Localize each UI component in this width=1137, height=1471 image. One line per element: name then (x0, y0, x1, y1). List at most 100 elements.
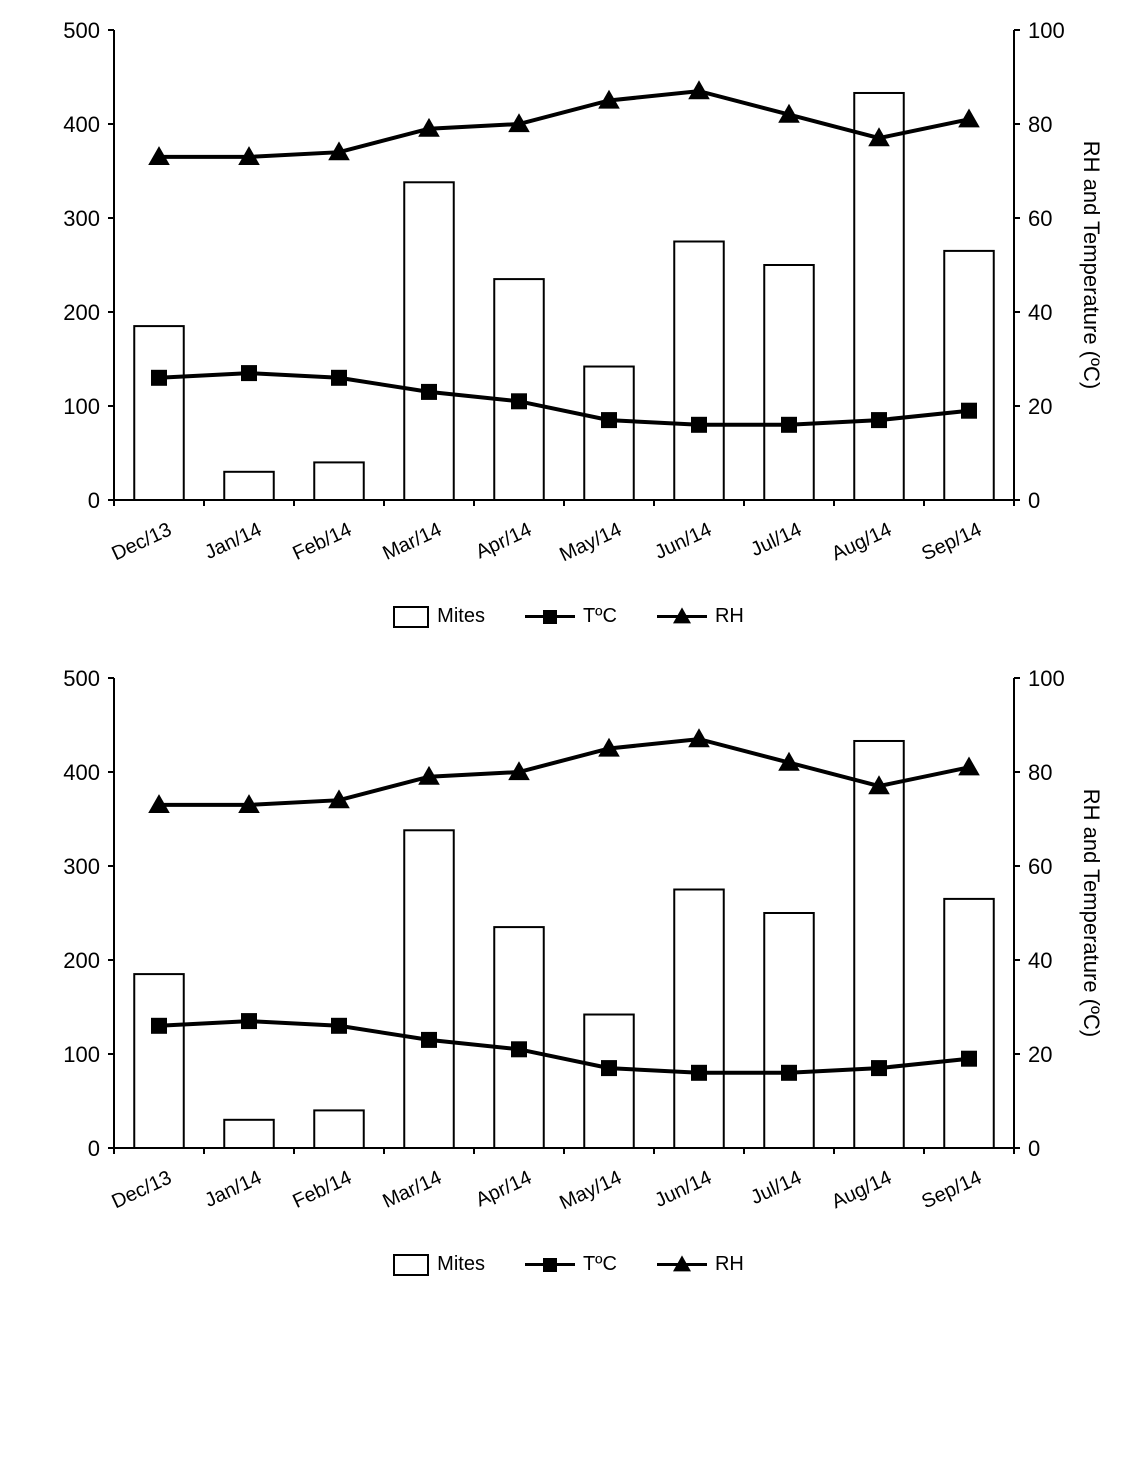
bar (224, 472, 274, 500)
x-tick-label: Jun/14 (651, 1167, 715, 1212)
x-tick-label: May/14 (556, 519, 625, 567)
y1-tick-label: 100 (63, 1042, 100, 1067)
y2-tick-label: 0 (1028, 1136, 1040, 1161)
square-icon (543, 610, 557, 624)
legend-label: TºC (583, 605, 617, 628)
series-line (159, 739, 969, 805)
square-marker (421, 384, 437, 400)
legend-swatch-box (393, 1254, 429, 1276)
x-tick-label: Jan/14 (201, 1167, 265, 1212)
legend-label: RH (715, 1253, 744, 1276)
y1-tick-label: 400 (63, 112, 100, 137)
y2-axis-label: RH and Temperature (ºC) (1079, 789, 1104, 1038)
x-tick-label: Jul/14 (747, 519, 805, 561)
legend-line-icon (657, 615, 707, 618)
legend-item-mites: Mites (393, 605, 485, 628)
legend-line-icon (525, 615, 575, 618)
y2-tick-label: 80 (1028, 760, 1052, 785)
x-tick-label: Apr/14 (472, 519, 535, 564)
y1-tick-label: 200 (63, 300, 100, 325)
y1-tick-label: 300 (63, 854, 100, 879)
bar (764, 913, 814, 1148)
bar (854, 741, 904, 1148)
legend-swatch-box (393, 606, 429, 628)
bar (314, 1110, 364, 1148)
legend-label: Mites (437, 1253, 485, 1276)
y2-tick-label: 80 (1028, 112, 1052, 137)
legend-item-temp: TºC (525, 605, 617, 628)
legend-item-temp: TºC (525, 1253, 617, 1276)
series-line (159, 1021, 969, 1073)
y1-tick-label: 500 (63, 668, 100, 691)
y1-tick-label: 0 (87, 1136, 99, 1161)
y1-tick-label: 400 (63, 760, 100, 785)
square-marker (151, 1018, 167, 1034)
x-tick-label: Sep/14 (918, 519, 985, 566)
series-line (159, 373, 969, 425)
bar (404, 182, 454, 500)
square-marker (871, 1060, 887, 1076)
bar (674, 890, 724, 1149)
square-marker (511, 393, 527, 409)
legend: Mites TºC RH (24, 1253, 1114, 1276)
square-marker (871, 412, 887, 428)
x-tick-label: Jun/14 (651, 519, 715, 564)
bar (584, 1015, 634, 1148)
legend-item-mites: Mites (393, 1253, 485, 1276)
y2-tick-label: 100 (1028, 20, 1065, 43)
legend-label: TºC (583, 1253, 617, 1276)
bar (764, 265, 814, 500)
y1-tick-label: 100 (63, 394, 100, 419)
square-marker (781, 417, 797, 433)
x-tick-label: Jan/14 (201, 519, 265, 564)
y2-tick-label: 60 (1028, 206, 1052, 231)
square-icon (543, 1258, 557, 1272)
legend-item-rh: RH (657, 1253, 744, 1276)
bar (674, 242, 724, 501)
y2-tick-label: 20 (1028, 1042, 1052, 1067)
bar (224, 1120, 274, 1148)
square-marker (331, 1018, 347, 1034)
legend-item-rh: RH (657, 605, 744, 628)
bar (494, 279, 544, 500)
x-tick-label: Feb/14 (289, 1167, 355, 1213)
chart-svg: 0100200300400500020406080100RH and Tempe… (24, 668, 1114, 1238)
bar (854, 93, 904, 500)
square-marker (691, 417, 707, 433)
y1-tick-label: 200 (63, 948, 100, 973)
legend-line-icon (525, 1263, 575, 1266)
legend-line-icon (657, 1263, 707, 1266)
square-marker (691, 1065, 707, 1081)
y1-tick-label: 300 (63, 206, 100, 231)
square-marker (601, 1060, 617, 1076)
bar (314, 462, 364, 500)
square-marker (421, 1032, 437, 1048)
triangle-marker (688, 80, 710, 99)
x-tick-label: Feb/14 (289, 519, 355, 565)
bar (134, 326, 184, 500)
y2-tick-label: 60 (1028, 854, 1052, 879)
x-tick-label: Dec/13 (108, 1167, 175, 1214)
triangle-icon (673, 607, 691, 623)
x-tick-label: Apr/14 (472, 1167, 535, 1212)
x-tick-label: Aug/14 (828, 1167, 895, 1214)
chart-svg: 0100200300400500020406080100RH and Tempe… (24, 20, 1114, 590)
y2-tick-label: 100 (1028, 668, 1065, 691)
x-tick-label: May/14 (556, 1167, 625, 1215)
triangle-marker (958, 757, 980, 776)
legend: Mites TºC RH (24, 605, 1114, 628)
square-marker (601, 412, 617, 428)
chart-panel: 0100200300400500020406080100RH and Tempe… (24, 20, 1114, 628)
square-marker (781, 1065, 797, 1081)
square-marker (241, 1013, 257, 1029)
series-line (159, 91, 969, 157)
bar (404, 830, 454, 1148)
square-marker (331, 370, 347, 386)
bar (494, 927, 544, 1148)
y2-tick-label: 20 (1028, 394, 1052, 419)
legend-label: RH (715, 605, 744, 628)
y2-tick-label: 0 (1028, 488, 1040, 513)
chart-panel: 0100200300400500020406080100RH and Tempe… (24, 668, 1114, 1276)
x-tick-label: Aug/14 (828, 519, 895, 566)
square-marker (241, 365, 257, 381)
